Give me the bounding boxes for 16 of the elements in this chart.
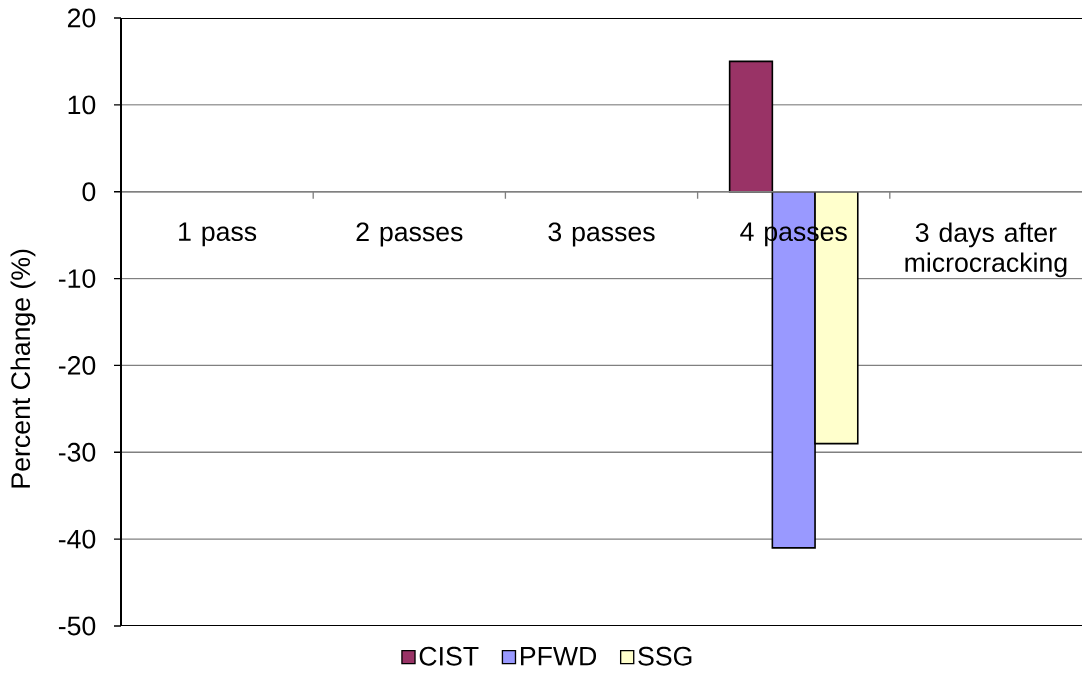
x-tick-label: 1 pass (179, 222, 257, 247)
y-tick-label: -50 (58, 616, 96, 636)
y-tick-label: -10 (58, 269, 96, 288)
y-axis-title: Percent Change (%) (10, 249, 36, 488)
x-tick-label: 2 passes (356, 222, 463, 247)
y-tick-label: 10 (68, 95, 96, 115)
legend-label: CIST (419, 646, 479, 666)
y-tick-label: 0 (82, 182, 96, 202)
x-tick-label: 3 passes (548, 222, 655, 247)
y-tick-label: -20 (58, 355, 96, 375)
x-tick-label: 3 days after microcracking (905, 222, 1067, 278)
legend-label: PFWD (521, 646, 597, 666)
legend-label: SSG (638, 646, 692, 666)
y-tick-label: -40 (58, 529, 96, 549)
y-tick-label: -30 (58, 442, 96, 462)
y-tick-label: 20 (67, 8, 96, 28)
